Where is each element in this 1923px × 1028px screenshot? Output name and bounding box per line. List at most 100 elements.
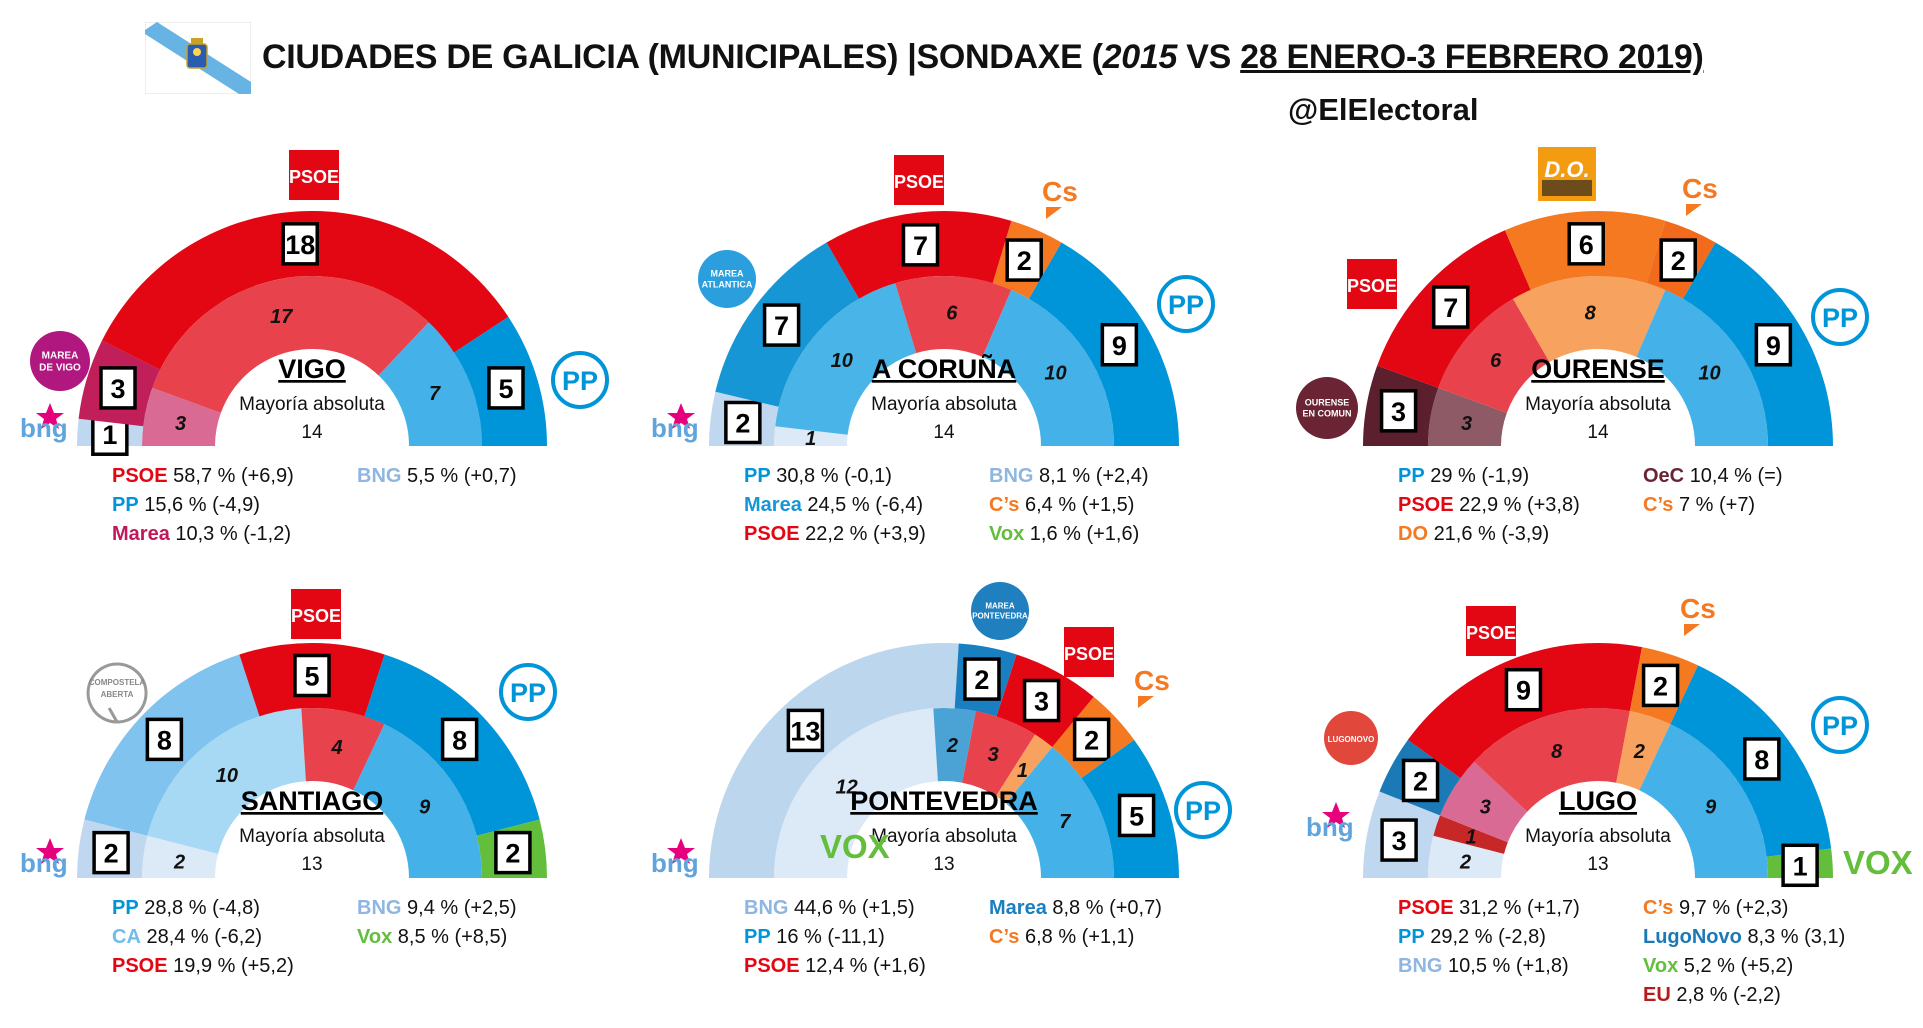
psoe-logo-icon: PSOE — [289, 150, 339, 200]
legend-item-psoe: PSOE 12,4 % (+1,6) — [744, 955, 926, 977]
legend-party: BNG — [357, 465, 401, 487]
legend-item-c-s: C’s 7 % (+7) — [1643, 494, 1755, 516]
outer_2019-seat-box-cs — [1005, 238, 1043, 282]
majority-label: Mayoría absoluta — [239, 826, 385, 847]
inner_2015-arc-bng — [774, 426, 848, 446]
legend-party: PSOE — [744, 523, 800, 545]
cs-logo-icon: Cs — [1042, 176, 1078, 219]
inner_2015-seat-label-psoe: 8 — [1551, 741, 1563, 763]
legend-item-bng: BNG 10,5 % (+1,8) — [1398, 955, 1569, 977]
inner_2015-arc-pp — [1005, 747, 1114, 878]
inner_2015-arc-pp — [982, 289, 1114, 446]
inner_2015-seat-label-bng: 2 — [173, 851, 185, 873]
outer_2019-seat-label-bng: 2 — [735, 408, 750, 438]
inner_2015-seat-label-bng: 2 — [1459, 851, 1471, 873]
legend-item-psoe: PSOE 19,9 % (+5,2) — [112, 955, 294, 977]
legend-party: Vox — [1643, 955, 1678, 977]
outer_2019-seat-label-do: 6 — [1579, 230, 1594, 260]
inner_2015-arc-psoe — [1438, 298, 1550, 413]
bng-logo-icon: bng — [651, 403, 699, 443]
outer_2019-seat-box-marea — [963, 657, 1001, 701]
legend-item-bng: BNG 9,4 % (+2,5) — [357, 897, 517, 919]
svg-text:PSOE: PSOE — [291, 606, 341, 626]
legend-item-marea: Marea 24,5 % (-6,4) — [744, 494, 923, 516]
majority-value: 14 — [933, 422, 955, 443]
svg-text:PP: PP — [562, 366, 598, 396]
legend-value: 8,3 % (3,1) — [1747, 926, 1845, 948]
legend-value: 8,8 % (+0,7) — [1052, 897, 1162, 919]
inner_2015-arc-psoe — [1474, 707, 1630, 812]
cs-logo-icon: Cs — [1682, 173, 1718, 216]
pp-logo-icon: PP — [499, 663, 557, 721]
outer_2019-seat-box-lugonovo — [1401, 758, 1440, 803]
inner_2015-seat-label-psoe: 3 — [988, 744, 999, 766]
majority-value: 13 — [933, 854, 954, 875]
legend-party: BNG — [744, 897, 788, 919]
outer_2019-seat-label-lugonovo: 2 — [1413, 766, 1428, 796]
legend-item-pp: PP 16 % (-11,1) — [744, 926, 885, 948]
chart-vigo: 3 17 7 1 3 18 5 VIGO Mayoría absoluta 14 PSOE 58,7… — [77, 210, 547, 545]
inner_2015-arc-lugonovo — [1439, 761, 1528, 843]
lugonovo-logo-icon: LUGONOVO — [1324, 711, 1378, 765]
legend-value: 29,2 % (-2,8) — [1430, 926, 1546, 948]
legend-value: 28,4 % (-6,2) — [146, 926, 262, 948]
city-name: A CORUÑA — [872, 353, 1017, 384]
legend-value: 6,8 % (+1,1) — [1025, 926, 1135, 948]
outer_2019-seat-box-marea — [99, 366, 137, 410]
legend-party: C’s — [1643, 494, 1673, 516]
legend-party: PSOE — [744, 955, 800, 977]
legend-party: BNG — [357, 897, 401, 919]
compostela-aberta-logo-icon: COMPOSTELA ABERTA — [86, 662, 148, 724]
legend-party: C’s — [1643, 897, 1673, 919]
legend-party: LugoNovo — [1643, 926, 1742, 948]
outer_2019-arc-bng — [709, 643, 959, 878]
chart-a-coru-a: 1 10 6 10 2 7 7 2 9 A CORUÑA Mayoría absoluta 14 PP … — [709, 211, 1179, 545]
inner_2015-arc-cs — [1616, 711, 1671, 791]
inner_2015-arc-ca — [147, 708, 306, 854]
legend-value: 12,4 % (+1,6) — [805, 955, 926, 977]
author-handle: @ElElectoral — [1288, 92, 1479, 127]
svg-text:Cs: Cs — [1042, 176, 1078, 207]
legend-value: 8,1 % (+2,4) — [1039, 465, 1149, 487]
legend-value: 58,7 % (+6,9) — [173, 465, 294, 487]
outer_2019-seat-label-psoe: 7 — [913, 231, 928, 261]
outer_2019-seat-label-bng: 13 — [790, 716, 820, 746]
bng-logo-icon: bng — [1306, 802, 1354, 842]
legend-item-pp: PP 29 % (-1,9) — [1398, 465, 1529, 487]
legend-party: C’s — [989, 926, 1019, 948]
outer_2019-seat-box-psoe — [901, 223, 940, 267]
psoe-logo-icon: PSOE — [1347, 259, 1397, 309]
legend-party: PP — [744, 926, 771, 948]
pp-logo-icon: PP — [1157, 275, 1215, 333]
svg-text:PSOE: PSOE — [894, 172, 944, 192]
inner_2015-seat-label-marea: 2 — [946, 735, 958, 757]
inner_2015-arc-psoe — [152, 275, 429, 413]
inner_2015-seat-label-psoe: 6 — [946, 303, 958, 325]
legend-party: PSOE — [112, 955, 168, 977]
legend-party: EU — [1643, 984, 1671, 1006]
inner_2015-arc-psoe — [301, 708, 385, 791]
svg-text:bng: bng — [20, 413, 68, 443]
legend-item-do: DO 21,6 % (-3,9) — [1398, 523, 1549, 545]
vox-logo-icon: VOX — [820, 828, 890, 865]
inner_2015-seat-label-psoe: 4 — [330, 737, 342, 759]
svg-text:bng: bng — [1306, 812, 1354, 842]
legend-value: 24,5 % (-6,4) — [807, 494, 923, 516]
cs-logo-icon: Cs — [1680, 593, 1716, 636]
legend-item-c-s: C’s 6,4 % (+1,5) — [989, 494, 1134, 516]
inner_2015-seat-label-ca: 10 — [216, 765, 238, 787]
legend-value: 5,2 % (+5,2) — [1684, 955, 1794, 977]
outer_2019-seat-box-bng — [786, 708, 825, 753]
svg-text:COMPOSTELA: COMPOSTELA — [89, 678, 146, 687]
outer_2019-seat-label-bng: 2 — [104, 839, 119, 869]
outer_2019-seat-box-bng — [92, 830, 130, 875]
svg-text:PP: PP — [1168, 290, 1204, 320]
svg-text:MAREA: MAREA — [711, 269, 744, 279]
svg-text:PP: PP — [1822, 303, 1858, 333]
outer_2019-arc-psoe — [101, 210, 509, 370]
legend-value: 7 % (+7) — [1679, 494, 1755, 516]
outer_2019-seat-label-psoe: 18 — [285, 230, 315, 260]
legend-item-bng: BNG 5,5 % (+0,7) — [357, 465, 517, 487]
